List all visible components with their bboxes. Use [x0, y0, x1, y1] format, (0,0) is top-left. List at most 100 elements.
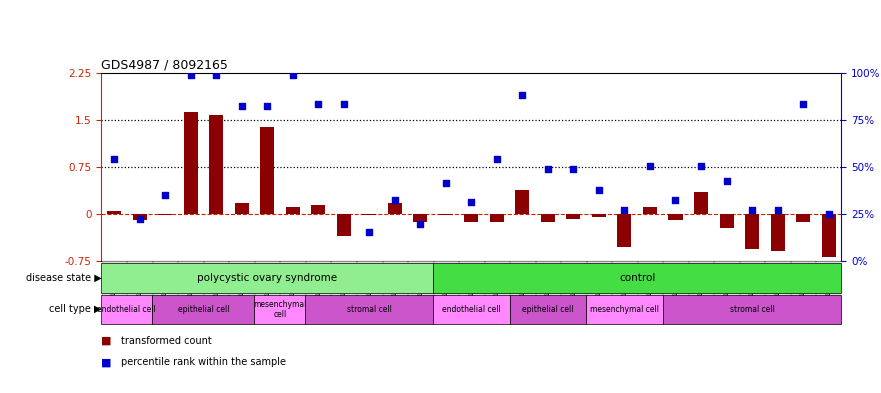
- Point: [618, 207, 632, 213]
- Text: GSM1174412: GSM1174412: [570, 263, 576, 312]
- Bar: [510, 261, 535, 312]
- Bar: [771, 214, 785, 251]
- Bar: [280, 261, 305, 312]
- Bar: [592, 214, 606, 217]
- Bar: [178, 261, 203, 312]
- Bar: [669, 214, 683, 220]
- Bar: [128, 261, 152, 312]
- Point: [771, 207, 785, 213]
- Bar: [260, 127, 274, 214]
- Bar: [255, 295, 306, 324]
- Text: GDS4987 / 8092165: GDS4987 / 8092165: [101, 59, 228, 72]
- Bar: [101, 263, 433, 293]
- Text: GSM1174435: GSM1174435: [264, 263, 270, 312]
- Bar: [362, 214, 376, 215]
- Point: [107, 156, 121, 162]
- Bar: [822, 214, 835, 257]
- Text: GSM1174436: GSM1174436: [162, 263, 168, 312]
- Point: [413, 220, 427, 227]
- Text: GSM1174430: GSM1174430: [213, 263, 219, 312]
- Text: cell type ▶: cell type ▶: [48, 305, 101, 314]
- Bar: [433, 295, 509, 324]
- Text: GSM1174411: GSM1174411: [774, 263, 781, 312]
- Point: [439, 180, 453, 186]
- Bar: [817, 261, 840, 312]
- Bar: [714, 261, 739, 312]
- Text: GSM1174417: GSM1174417: [698, 263, 704, 312]
- Point: [694, 163, 708, 169]
- Point: [260, 103, 274, 109]
- Point: [183, 72, 197, 78]
- Text: mesenchymal cell: mesenchymal cell: [590, 305, 659, 314]
- Text: GSM1174414: GSM1174414: [494, 263, 500, 312]
- Bar: [433, 263, 841, 293]
- Text: GSM1174426: GSM1174426: [392, 263, 398, 312]
- Bar: [152, 295, 255, 324]
- Text: GSM1174413: GSM1174413: [672, 263, 678, 312]
- Point: [566, 166, 581, 172]
- Bar: [439, 214, 453, 215]
- Bar: [229, 261, 254, 312]
- Point: [209, 72, 223, 78]
- Bar: [234, 203, 248, 214]
- Text: percentile rank within the sample: percentile rank within the sample: [121, 358, 285, 367]
- Bar: [408, 261, 433, 312]
- Text: mesenchymal
cell: mesenchymal cell: [253, 300, 307, 319]
- Bar: [413, 214, 427, 222]
- Bar: [357, 261, 381, 312]
- Text: epithelial cell: epithelial cell: [522, 305, 574, 314]
- Bar: [663, 261, 688, 312]
- Text: GSM1174409: GSM1174409: [469, 263, 474, 312]
- Bar: [433, 261, 458, 312]
- Text: GSM1174408: GSM1174408: [647, 263, 653, 312]
- Bar: [638, 261, 663, 312]
- Bar: [337, 214, 351, 236]
- Bar: [509, 295, 586, 324]
- Text: GSM1174419: GSM1174419: [621, 263, 627, 312]
- Text: GSM1174420: GSM1174420: [723, 263, 729, 312]
- Bar: [689, 261, 714, 312]
- Bar: [132, 214, 146, 220]
- Point: [592, 187, 606, 193]
- Text: stromal cell: stromal cell: [729, 305, 774, 314]
- Bar: [745, 214, 759, 249]
- Text: ■: ■: [101, 336, 112, 346]
- Bar: [464, 214, 478, 222]
- Bar: [536, 261, 560, 312]
- Text: GSM1174424: GSM1174424: [290, 263, 296, 312]
- Bar: [311, 206, 325, 214]
- Bar: [183, 112, 197, 214]
- Bar: [107, 211, 121, 214]
- Point: [362, 229, 376, 235]
- Point: [541, 166, 555, 172]
- Bar: [101, 295, 152, 324]
- Bar: [204, 261, 228, 312]
- Point: [388, 197, 402, 204]
- Text: GSM1174415: GSM1174415: [800, 263, 806, 312]
- Bar: [255, 261, 279, 312]
- Bar: [561, 261, 586, 312]
- Bar: [643, 207, 657, 214]
- Text: GSM1174429: GSM1174429: [137, 263, 143, 312]
- Text: endothelial cell: endothelial cell: [98, 305, 156, 314]
- Bar: [587, 261, 611, 312]
- Text: GSM1174425: GSM1174425: [111, 263, 117, 312]
- Bar: [618, 214, 632, 247]
- Bar: [331, 261, 356, 312]
- Bar: [796, 214, 811, 222]
- Bar: [209, 115, 223, 214]
- Point: [234, 103, 248, 109]
- Point: [285, 72, 300, 78]
- Bar: [694, 192, 708, 214]
- Bar: [158, 214, 172, 215]
- Bar: [720, 214, 734, 228]
- Bar: [306, 261, 330, 312]
- Text: transformed count: transformed count: [121, 336, 211, 346]
- Text: polycystic ovary syndrome: polycystic ovary syndrome: [197, 273, 337, 283]
- Text: GSM1174431: GSM1174431: [418, 263, 423, 312]
- Text: GSM1174418: GSM1174418: [520, 263, 525, 312]
- Text: endothelial cell: endothelial cell: [442, 305, 500, 314]
- Point: [464, 198, 478, 205]
- Text: GSM1174421: GSM1174421: [544, 263, 551, 312]
- Point: [132, 216, 146, 222]
